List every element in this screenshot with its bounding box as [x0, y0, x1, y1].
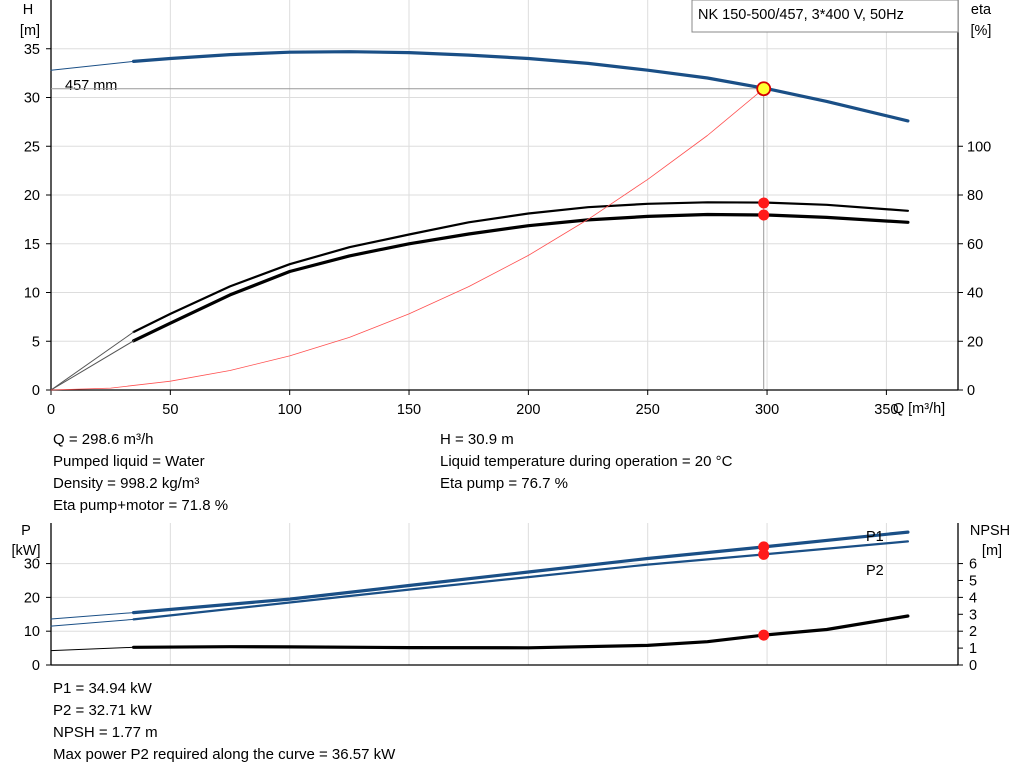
power-marker [758, 541, 770, 553]
x-tick-label: 250 [636, 402, 660, 418]
x-tick-label: 350 [874, 402, 898, 418]
series-line-5 [50, 340, 135, 391]
info-top-left: Q = 298.6 m³/h Pumped liquid = Water Den… [53, 429, 228, 517]
series-line-6 [50, 88, 765, 391]
info-p2: P2 = 32.71 kW [53, 702, 152, 719]
npsh-marker [758, 629, 770, 641]
efficiency-marker [758, 209, 770, 221]
y-right-tick-label-bottom: 5 [969, 573, 977, 589]
info-p1: P1 = 34.94 kW [53, 680, 152, 697]
power-series-line-3 [50, 618, 135, 627]
x-tick-label: 100 [278, 402, 302, 418]
series-line-4 [50, 331, 135, 391]
x-axis-title: Q [m³/h] [893, 401, 945, 417]
x-tick-label: 150 [397, 402, 421, 418]
curve-label-diameter: 457 mm [65, 78, 117, 94]
series-line-0 [132, 50, 910, 123]
power-series-line-4 [132, 614, 910, 650]
y-left-tick-label-bottom: 10 [24, 624, 40, 640]
y-left-tick-label: 15 [24, 237, 40, 253]
p-axis-title: P [21, 523, 31, 539]
x-tick-label: 50 [162, 402, 178, 418]
series-label-p2: P2 [866, 563, 884, 579]
y-right-axis-title: eta [971, 2, 992, 18]
x-tick-label: 0 [47, 402, 55, 418]
y-right-tick-label-bottom: 4 [969, 590, 977, 606]
y-left-tick-label-bottom: 0 [32, 658, 40, 674]
x-tick-label: 300 [755, 402, 779, 418]
y-left-axis-title: H [23, 2, 33, 18]
power-marker [758, 548, 770, 560]
power-series-line-2 [50, 612, 135, 620]
y-left-tick-label: 20 [24, 188, 40, 204]
info-density: Density = 998.2 kg/m³ [53, 475, 200, 492]
info-top-right: H = 30.9 m Liquid temperature during ope… [440, 429, 732, 495]
series-line-2 [132, 201, 910, 334]
y-left-tick-label: 0 [32, 383, 40, 399]
power-series-line-1 [132, 540, 910, 621]
series-line-3 [132, 212, 910, 343]
y-right-tick-label-bottom: 0 [969, 658, 977, 674]
y-right-tick-label: 100 [967, 139, 991, 155]
p-axis-unit: [kW] [12, 543, 41, 559]
y-left-tick-label: 5 [32, 334, 40, 350]
y-left-axis-unit: [m] [20, 23, 40, 39]
series-label-p1: P1 [866, 529, 884, 545]
operating-point-marker [756, 81, 772, 97]
y-right-tick-label-bottom: 3 [969, 607, 977, 623]
power-series-line-5 [50, 646, 135, 652]
y-left-tick-label: 10 [24, 286, 40, 302]
y-right-tick-label: 80 [967, 188, 983, 204]
x-tick-label: 200 [516, 402, 540, 418]
info-eta-pump: Eta pump = 76.7 % [440, 475, 568, 492]
y-left-tick-label: 35 [24, 42, 40, 58]
y-right-tick-label: 60 [967, 237, 983, 253]
y-right-tick-label: 0 [967, 383, 975, 399]
info-max-power: Max power P2 required along the curve = … [53, 746, 396, 763]
y-right-tick-label-bottom: 2 [969, 624, 977, 640]
power-series-line-0 [132, 530, 910, 615]
chart-title: NK 150-500/457, 3*400 V, 50Hz [698, 7, 904, 23]
y-left-tick-label-bottom: 20 [24, 590, 40, 606]
y-right-axis-unit: [%] [971, 23, 992, 39]
y-right-tick-label-bottom: 1 [969, 641, 977, 657]
y-right-tick-label-bottom: 6 [969, 557, 977, 573]
info-liquid-temperature: Liquid temperature during operation = 20… [440, 453, 733, 470]
info-npsh: NPSH = 1.77 m [53, 724, 158, 741]
info-head: H = 30.9 m [440, 431, 514, 448]
y-left-tick-label-bottom: 30 [24, 557, 40, 573]
efficiency-marker [758, 197, 770, 209]
y-left-tick-label: 30 [24, 91, 40, 107]
npsh-axis-unit: [m] [982, 543, 1002, 559]
info-flow: Q = 298.6 m³/h [53, 431, 154, 448]
info-bottom: P1 = 34.94 kW P2 = 32.71 kW NPSH = 1.77 … [53, 678, 395, 766]
y-right-tick-label: 20 [967, 334, 983, 350]
npsh-axis-title: NPSH [970, 523, 1010, 539]
series-line-1 [50, 60, 135, 71]
info-pumped-liquid: Pumped liquid = Water [53, 453, 205, 470]
info-eta-pump-motor: Eta pump+motor = 71.8 % [53, 497, 229, 514]
y-right-tick-label: 40 [967, 286, 983, 302]
title-box [691, 0, 959, 33]
y-left-tick-label: 25 [24, 139, 40, 155]
